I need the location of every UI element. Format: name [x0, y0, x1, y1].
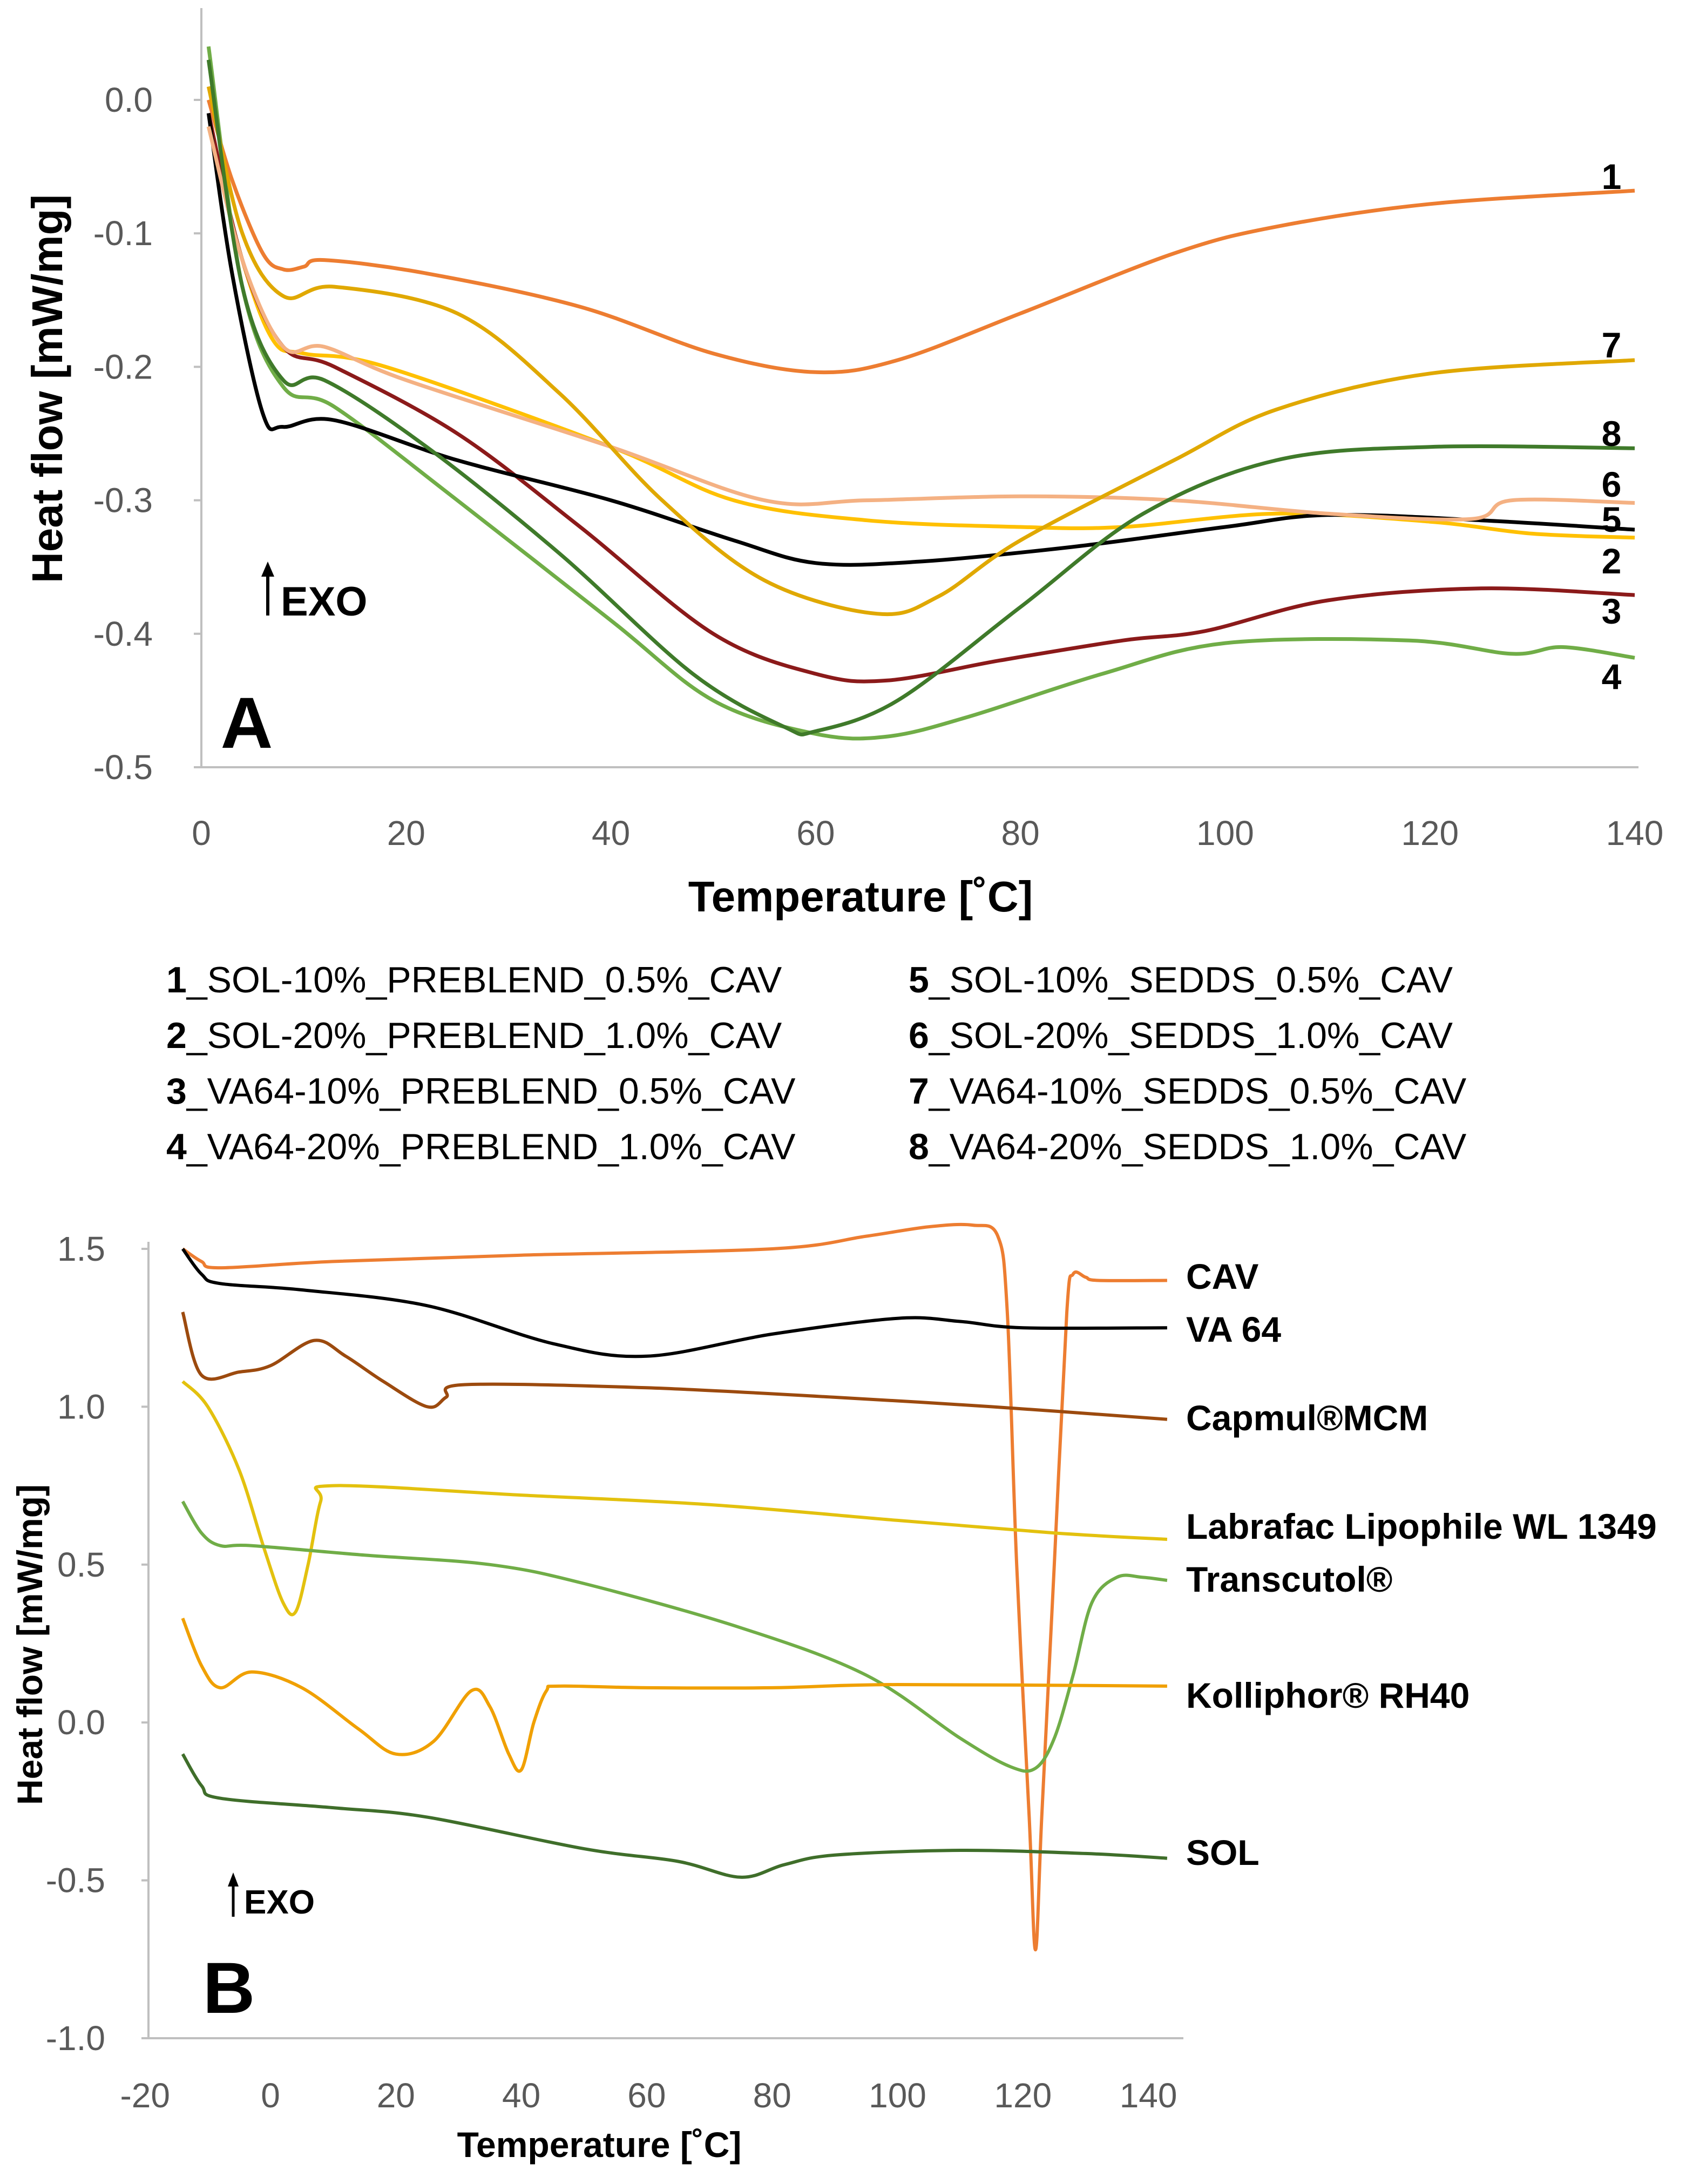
legend-number: 8: [909, 1126, 929, 1167]
x-tick-label: 40: [502, 2076, 540, 2115]
series-line-3: [181, 1380, 1168, 1617]
legend-text: _SOL-10%_PREBLEND_0.5%_CAV: [186, 959, 782, 1000]
series-label-5: 5: [1602, 499, 1622, 539]
series-line-1: [206, 99, 1635, 375]
legend-text: _SOL-10%_SEDDS_0.5%_CAV: [928, 959, 1453, 1000]
x-axis-title: Temperature [˚C]: [457, 2125, 742, 2165]
y-tick-label: 1.0: [57, 1387, 105, 1426]
legend-text: _VA64-10%_SEDDS_0.5%_CAV: [928, 1071, 1467, 1112]
chart-a: 0.0-0.1-0.2-0.3-0.4-0.50 20 40 60 80 100 120 14…: [23, 8, 1663, 921]
legend-number: 7: [909, 1071, 929, 1112]
chart-b: 1.5 1.0 0.5 0.0 -0.5 -1.0 -20 0 20 40 60 80 100 120 14…: [10, 1222, 1657, 2165]
series-line-1: [181, 1248, 1167, 1358]
x-tick-label: 140: [1120, 2076, 1177, 2115]
series-label: CAV: [1186, 1256, 1258, 1296]
x-axis-title: Temperature [˚C]: [688, 873, 1033, 921]
x-tick-label: 20: [387, 814, 425, 853]
x-tick-label: 20: [377, 2076, 415, 2115]
y-tick-label: -0.5: [46, 1861, 105, 1900]
series-label-6: 6: [1602, 464, 1622, 504]
y-tick-label: -0.1: [93, 214, 153, 253]
x-tick-label: 0: [192, 814, 211, 853]
series-line-8: [206, 59, 1635, 736]
exo-arrow-head-icon: [228, 1872, 239, 1887]
legend-number: 2: [166, 1015, 187, 1056]
legend-number: 6: [909, 1015, 929, 1056]
y-tick-label: -0.4: [93, 614, 153, 653]
legend-item: 6_SOL-20%_SEDDS_1.0%_CAV: [909, 1015, 1453, 1056]
exo-label: EXO: [281, 579, 368, 625]
series-label: Labrafac Lipophile WL 1349: [1186, 1506, 1657, 1546]
x-tick-label: 0: [261, 2076, 280, 2115]
legend-text: _SOL-20%_PREBLEND_1.0%_CAV: [186, 1015, 782, 1056]
series-label: Transcutol®: [1186, 1559, 1392, 1599]
series-line-5: [181, 1618, 1167, 1773]
series-line-3: [206, 112, 1635, 684]
legend-item: 8_VA64-20%_SEDDS_1.0%_CAV: [909, 1126, 1467, 1167]
legend-number: 1: [166, 959, 187, 1000]
series-label-4: 4: [1602, 657, 1622, 697]
x-tick-label: 100: [1196, 814, 1254, 853]
series-line-0: [181, 1222, 1167, 1952]
x-tick-label: 120: [994, 2076, 1052, 2115]
legend-item: 3_VA64-10%_PREBLEND_0.5%_CAV: [166, 1071, 796, 1112]
legend-item: 4_VA64-20%_PREBLEND_1.0%_CAV: [166, 1126, 796, 1167]
series-label: SOL: [1186, 1833, 1260, 1872]
y-tick-label: -0.3: [93, 481, 153, 520]
series-label-2: 2: [1602, 541, 1622, 581]
legend-number: 3: [166, 1071, 187, 1112]
y-tick-label: 1.5: [57, 1229, 105, 1268]
x-tick-label: 60: [796, 814, 835, 853]
legend-a: 1_SOL-10%_PREBLEND_0.5%_CAV 2_SOL-20%_PRE…: [166, 959, 1467, 1167]
legend-number: 4: [166, 1126, 187, 1167]
exo-label: EXO: [244, 1884, 315, 1921]
series-line-5: [206, 113, 1635, 567]
legend-text: _VA64-20%_PREBLEND_1.0%_CAV: [186, 1126, 796, 1167]
series-line-6: [181, 1753, 1168, 1879]
x-tick-label: 120: [1401, 814, 1459, 853]
series-label-1: 1: [1602, 157, 1622, 197]
x-tick-label: -20: [120, 2076, 170, 2115]
series-line-2: [206, 126, 1635, 540]
series-line-7: [206, 86, 1635, 617]
y-axis-title: Heat flow [mW/mg]: [23, 194, 71, 583]
x-tick-label: 60: [627, 2076, 666, 2115]
legend-item: 1_SOL-10%_PREBLEND_0.5%_CAV: [166, 959, 782, 1000]
x-tick-label: 140: [1606, 814, 1664, 853]
legend-number: 5: [909, 959, 929, 1000]
series-line-2: [181, 1311, 1168, 1421]
legend-text: _VA64-20%_SEDDS_1.0%_CAV: [928, 1126, 1467, 1167]
series-label: Capmul®MCM: [1186, 1398, 1428, 1438]
series-line-4: [181, 1500, 1168, 1773]
y-axis-title: Heat flow [mW/mg]: [10, 1484, 50, 1805]
y-tick-label: 0.0: [105, 80, 153, 119]
y-tick-label: 0.0: [57, 1703, 105, 1742]
y-tick-label: 0.5: [57, 1545, 105, 1584]
panel-letter-a: A: [221, 683, 273, 763]
legend-item: 7_VA64-10%_SEDDS_0.5%_CAV: [909, 1071, 1467, 1112]
series-label-7: 7: [1602, 325, 1622, 365]
series-line-4: [206, 46, 1635, 741]
y-tick-label: -0.2: [93, 347, 153, 386]
series-label-3: 3: [1602, 591, 1622, 631]
series-label: Kolliphor® RH40: [1186, 1675, 1470, 1715]
panel-letter-b: B: [203, 1948, 255, 2029]
legend-item: 2_SOL-20%_PREBLEND_1.0%_CAV: [166, 1015, 782, 1056]
series-line-6: [206, 126, 1635, 522]
x-tick-label: 40: [592, 814, 630, 853]
x-tick-label: 80: [753, 2076, 791, 2115]
series-label-8: 8: [1602, 414, 1622, 454]
x-tick-label: 80: [1001, 814, 1040, 853]
exo-arrow-head-icon: [261, 562, 274, 577]
y-tick-label: -0.5: [93, 748, 153, 787]
legend-text: _VA64-10%_PREBLEND_0.5%_CAV: [186, 1071, 796, 1112]
legend-item: 5_SOL-10%_SEDDS_0.5%_CAV: [909, 959, 1453, 1000]
series-label: VA 64: [1186, 1309, 1281, 1349]
legend-text: _SOL-20%_SEDDS_1.0%_CAV: [928, 1015, 1453, 1056]
x-tick-label: 100: [869, 2076, 926, 2115]
y-tick-label: -1.0: [46, 2019, 105, 2058]
